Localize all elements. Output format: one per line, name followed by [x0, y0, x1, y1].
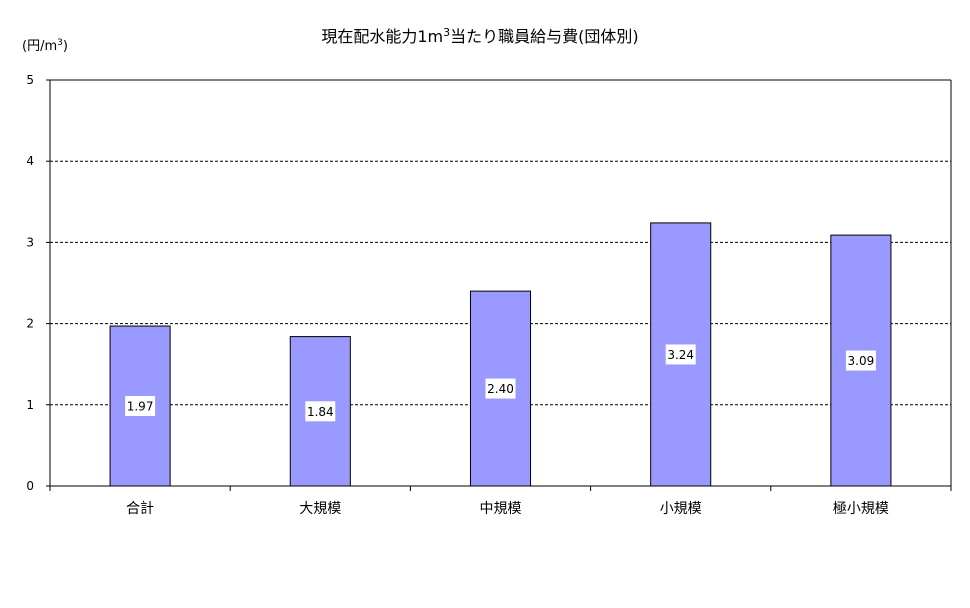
axes: 0 1 2 3 4 5 合計 大規模 中規模 小規模 極小規模 — [26, 73, 952, 517]
x-category-label: 大規模 — [299, 501, 341, 517]
data-label-box — [305, 401, 336, 422]
y-tick-label: 2 — [26, 317, 34, 331]
data-label: 2.40 — [487, 382, 514, 396]
chart-title: 現在配水能力1m3当たり職員給与費(団体別) — [321, 26, 638, 47]
bars — [109, 222, 892, 487]
y-tick-label: 5 — [26, 73, 34, 87]
data-label: 1.84 — [307, 405, 334, 419]
y-tick-label: 1 — [26, 398, 34, 412]
y-axis-unit-label: (円/m3) — [22, 38, 68, 54]
x-category-label: 小規模 — [660, 501, 702, 517]
x-category-label: 合計 — [126, 501, 154, 517]
data-label: 3.09 — [848, 354, 875, 368]
data-labels: 1.97 1.84 2.40 3.24 3.09 — [125, 344, 876, 422]
data-label-box — [125, 396, 156, 417]
x-category-label: 極小規模 — [833, 501, 889, 517]
data-label: 1.97 — [127, 400, 154, 414]
x-category-label: 中規模 — [480, 501, 522, 517]
data-label-box — [485, 378, 516, 399]
y-tick-label: 4 — [26, 154, 34, 168]
y-tick-label: 3 — [26, 235, 34, 249]
data-label-box — [665, 344, 696, 365]
data-label: 3.24 — [667, 348, 694, 362]
data-label-box — [845, 350, 876, 371]
y-tick-label: 0 — [26, 479, 34, 493]
